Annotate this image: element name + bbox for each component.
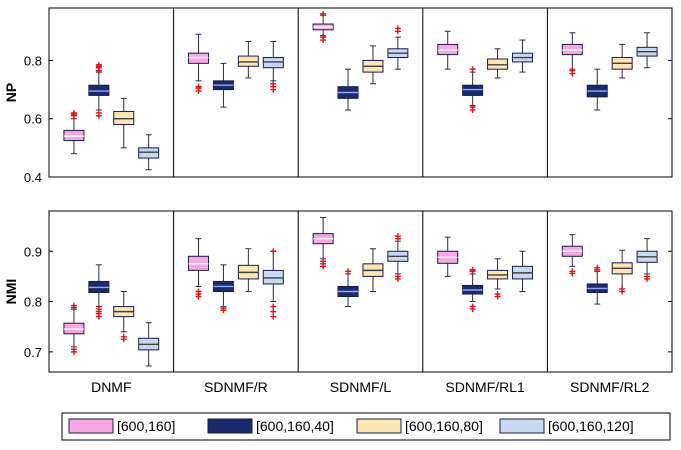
box-[600,160,120] xyxy=(138,147,160,159)
outlier-marker xyxy=(70,302,77,309)
box-[600,160,120] xyxy=(262,269,284,285)
outlier-marker xyxy=(320,258,327,265)
x-category-label: DNMF xyxy=(91,379,131,395)
outlier-marker xyxy=(270,303,277,310)
outlier-marker xyxy=(494,291,501,298)
outlier-marker xyxy=(195,288,202,295)
outlier-marker xyxy=(394,233,401,240)
outlier-marker xyxy=(594,264,601,271)
y-tick-label: 0.8 xyxy=(24,53,42,68)
outlier-marker xyxy=(120,333,127,340)
outlier-marker xyxy=(469,266,476,273)
y-tick-label: 0.6 xyxy=(24,112,42,127)
legend-label: [600,160,120] xyxy=(548,418,634,434)
legend-swatch xyxy=(207,418,253,434)
outlier-marker xyxy=(619,285,626,292)
outlier-marker xyxy=(270,80,277,87)
y-tick-label: 0.8 xyxy=(24,295,42,310)
box-[600,160] xyxy=(561,43,583,56)
box-[600,160] xyxy=(63,322,85,335)
y-axis-label: NP xyxy=(3,83,19,102)
box-[600,160,80] xyxy=(487,58,509,70)
y-tick-label: 0.7 xyxy=(24,345,42,360)
outlier-marker xyxy=(70,109,77,116)
y-tick-label: 0.4 xyxy=(24,170,42,185)
outlier-marker xyxy=(95,61,102,68)
box-[600,160,80] xyxy=(237,55,259,67)
outlier-marker xyxy=(644,273,651,280)
outlier-marker xyxy=(394,273,401,280)
legend-swatch xyxy=(499,418,545,434)
box-[600,160,120] xyxy=(262,57,284,69)
outlier-marker xyxy=(95,306,102,313)
legend-swatch xyxy=(356,418,402,434)
box-[600,160] xyxy=(188,52,210,64)
y-tick-label: 0.9 xyxy=(24,244,42,259)
outlier-marker xyxy=(320,34,327,41)
box-[600,160] xyxy=(437,43,459,56)
x-category-label: SDNMF/L xyxy=(330,379,392,395)
x-category-label: SDNMF/RL2 xyxy=(570,379,650,395)
outlier-marker xyxy=(95,109,102,116)
outlier-marker xyxy=(195,83,202,90)
outlier-marker xyxy=(345,268,352,275)
outlier-marker xyxy=(394,25,401,32)
outlier-marker xyxy=(70,346,77,353)
y-axis-label: NMI xyxy=(3,279,19,305)
outlier-marker xyxy=(569,268,576,275)
outlier-marker xyxy=(569,67,576,74)
x-category-label: SDNMF/R xyxy=(204,379,268,395)
outlier-marker xyxy=(469,303,476,310)
outlier-marker xyxy=(270,248,277,255)
outlier-marker xyxy=(220,305,227,312)
box-[600,160] xyxy=(63,129,85,142)
x-category-label: SDNMF/RL1 xyxy=(445,379,525,395)
outlier-marker xyxy=(469,104,476,111)
outlier-marker xyxy=(270,308,277,315)
box-[600,160,40] xyxy=(462,84,484,96)
box-[600,160,40] xyxy=(88,84,110,96)
outlier-marker xyxy=(270,313,277,320)
box-[600,160,80] xyxy=(113,110,135,126)
legend-label: [600,160,40] xyxy=(256,418,334,434)
legend-label: [600,160,80] xyxy=(405,418,483,434)
legend-label: [600,160] xyxy=(117,418,175,434)
outlier-marker xyxy=(320,10,327,17)
legend-swatch xyxy=(68,418,114,434)
outlier-marker xyxy=(469,66,476,73)
